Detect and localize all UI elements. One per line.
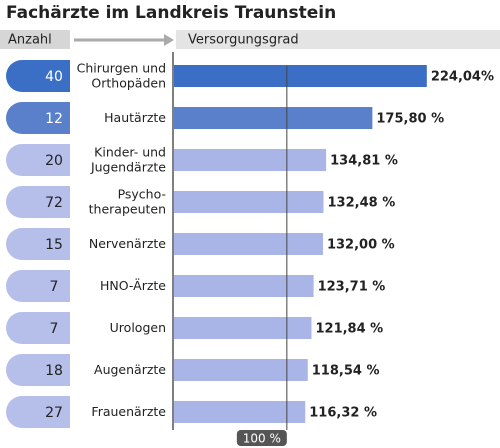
count-header-box: [0, 30, 70, 49]
count-label: 27: [45, 405, 63, 421]
count-badge: [6, 312, 70, 344]
category-line: Nervenärzte: [89, 236, 166, 251]
category-line: Psycho-: [118, 186, 166, 201]
value-label: 132,00 %: [327, 238, 395, 253]
category-line: HNO-Ärzte: [100, 278, 166, 293]
category-line: Hautärzte: [104, 110, 166, 125]
bar: [174, 107, 373, 129]
category-line: Orthopäden: [91, 75, 166, 90]
category-label: Augenärzte: [94, 362, 166, 377]
reference-label: 100 %: [243, 432, 281, 446]
count-label: 40: [45, 69, 63, 85]
count-badge: [6, 228, 70, 260]
count-label: 7: [50, 321, 59, 337]
value-header: Versorgungsgrad: [188, 33, 299, 48]
count-header: Anzahl: [8, 33, 52, 48]
value-label: 123,71 %: [318, 280, 386, 295]
count-badge: [6, 270, 70, 302]
bar: [174, 275, 314, 297]
bar: [174, 317, 312, 339]
chart-title: Fachärzte im Landkreis Traunstein: [6, 3, 336, 23]
count-label: 15: [45, 237, 63, 253]
category-label: HNO-Ärzte: [100, 278, 166, 293]
value-label: 116,32 %: [309, 406, 377, 421]
count-badge: [6, 144, 70, 176]
bar: [174, 233, 323, 255]
value-label: 121,84 %: [315, 322, 383, 337]
value-label: 132,48 %: [328, 196, 396, 211]
category-line: Kinder- und: [94, 144, 166, 159]
count-badge: [6, 60, 70, 92]
category-label: Hautärzte: [104, 110, 166, 125]
bar: [174, 359, 308, 381]
bar: [174, 191, 324, 213]
category-line: therapeuten: [89, 201, 166, 216]
count-badge: [6, 396, 70, 428]
value-label: 118,54 %: [312, 364, 380, 379]
category-line: Augenärzte: [94, 362, 166, 377]
category-label: Urologen: [110, 320, 166, 335]
value-label: 224,04%: [431, 70, 494, 85]
count-badge: [6, 186, 70, 218]
category-label: Psycho-therapeuten: [89, 186, 166, 216]
bar: [174, 149, 327, 171]
header-arrowhead: [164, 34, 174, 46]
value-label: 134,81 %: [330, 154, 398, 169]
value-label: 175,80 %: [376, 112, 444, 127]
category-line: Chirurgen und: [77, 60, 166, 75]
category-label: Frauenärzte: [91, 404, 166, 419]
category-label: Kinder- und Jugendärzte: [90, 144, 166, 174]
count-label: 72: [45, 195, 63, 211]
category-line: Jugendärzte: [90, 159, 166, 174]
bar: [174, 65, 427, 87]
count-badge: [6, 354, 70, 386]
count-badge: [6, 102, 70, 134]
count-label: 18: [45, 363, 63, 379]
bar: [174, 401, 306, 423]
count-label: 12: [45, 111, 63, 127]
category-label: Chirurgen und Orthopäden: [77, 60, 166, 90]
reference-label-box: [236, 430, 287, 446]
value-header-box: [176, 30, 500, 49]
count-label: 7: [50, 279, 59, 295]
count-label: 20: [45, 153, 63, 169]
category-line: Frauenärzte: [91, 404, 166, 419]
category-line: Urologen: [110, 320, 166, 335]
category-label: Nervenärzte: [89, 236, 166, 251]
